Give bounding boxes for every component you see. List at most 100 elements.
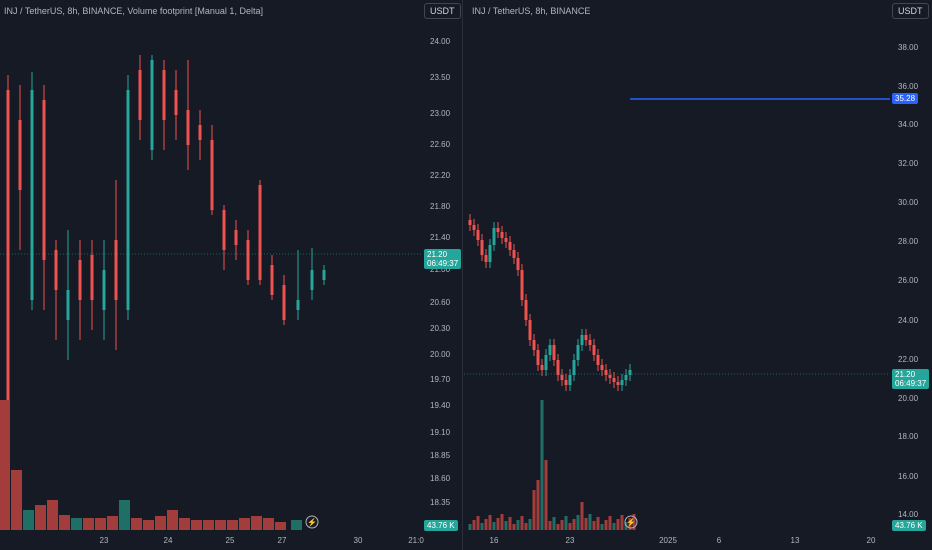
right-volume-bar: [484, 519, 488, 530]
left-price-tick: 24.00: [430, 37, 451, 46]
right-candle-body: [472, 225, 476, 230]
left-candle-body: [6, 90, 10, 420]
left-candle-body: [30, 90, 34, 300]
right-volume-bar: [568, 523, 572, 530]
left-volume-tag: 43.76 K: [424, 520, 458, 531]
left-time-tick: 30: [354, 536, 363, 545]
left-currency-button[interactable]: USDT: [424, 3, 461, 19]
left-price-tick: 21.80: [430, 202, 451, 211]
right-candle-body: [492, 228, 496, 245]
left-candle-body: [186, 110, 190, 145]
right-volume-bar: [600, 524, 604, 530]
left-volume-bar: [0, 400, 10, 530]
left-volume-bar: [215, 520, 226, 530]
right-time-tick: 16: [490, 536, 499, 545]
left-last-price-tag: 21.20 06:49:37: [424, 249, 462, 269]
right-volume-bar: [496, 518, 500, 530]
right-volume-bar: [556, 524, 560, 530]
left-price-tick: 18.85: [430, 451, 451, 460]
right-candle-body: [588, 340, 592, 345]
right-volume-bar: [516, 520, 520, 530]
left-candle-body: [222, 210, 226, 250]
right-candle-body: [580, 335, 584, 345]
right-volume-bar: [596, 517, 600, 530]
right-time-tick: 13: [791, 536, 800, 545]
right-candle-body: [596, 355, 600, 365]
left-volume-bar: [155, 516, 166, 530]
left-candle-body: [90, 255, 94, 300]
left-price-tick: 20.60: [430, 298, 451, 307]
right-volume-bar: [592, 521, 596, 530]
left-chart-legend: INJ / TetherUS, 8h, BINANCE, Volume foot…: [4, 6, 263, 16]
right-candle-body: [624, 375, 628, 380]
right-volume-bar: [504, 521, 508, 530]
right-candle-body: [572, 360, 576, 375]
right-candle-body: [568, 375, 572, 385]
right-volume-bar: [528, 519, 532, 530]
right-candle-body: [512, 250, 516, 258]
right-volume-bar: [632, 514, 636, 530]
left-candle-body: [198, 125, 202, 140]
right-chart-pane[interactable]: 38.00 36.00 34.00 32.00 30.00 28.00 26.00 24.00…: [464, 0, 932, 550]
left-volume-bar: [191, 520, 202, 530]
left-volume-bar: [23, 510, 34, 530]
right-volume-bar: [576, 515, 580, 530]
right-volume-bar: [472, 520, 476, 530]
right-candle-body: [564, 380, 568, 385]
left-volume-bar: [251, 516, 262, 530]
left-price-tick: 22.20: [430, 171, 451, 180]
left-time-tick: 27: [278, 536, 287, 545]
left-volume-bar: [59, 515, 70, 530]
left-price-tick: 21.00: [430, 265, 451, 274]
right-candle-body: [576, 345, 580, 360]
right-volume-bar: [612, 523, 616, 530]
right-volume-bar: [468, 524, 472, 530]
left-candle-body: [174, 90, 178, 115]
right-price-tick: 24.00: [898, 316, 919, 325]
left-candle-body: [258, 185, 262, 280]
right-volume-bar: [480, 523, 484, 530]
right-candle-body: [500, 232, 504, 238]
right-candle-body: [528, 320, 532, 340]
left-candle-body: [296, 300, 300, 310]
right-price-tick: 20.00: [898, 394, 919, 403]
right-volume-bar: [476, 516, 480, 530]
right-candle-body: [548, 345, 552, 355]
right-volume-bar: [564, 516, 568, 530]
left-candle-body: [270, 265, 274, 295]
right-volume-bar: [580, 502, 584, 530]
left-candle-body: [102, 270, 106, 310]
left-volume-bar: [227, 520, 238, 530]
right-volume-bar: [512, 524, 516, 530]
right-volume-bar: [508, 517, 512, 530]
left-volume-bar: [179, 518, 190, 530]
right-volume-bar: [616, 519, 620, 530]
left-chart-canvas[interactable]: 24.00 23.50 23.00 22.60 22.20 21.80 21.40 21.00…: [0, 0, 462, 550]
left-price-tick: 19.40: [430, 401, 451, 410]
left-chart-pane[interactable]: 24.00 23.50 23.00 22.60 22.20 21.80 21.40 21.00…: [0, 0, 463, 550]
right-last-price: 21.20: [895, 370, 916, 379]
right-price-tick: 26.00: [898, 276, 919, 285]
left-volume-bar: [275, 522, 286, 530]
right-volume-bar: [536, 480, 540, 530]
right-candle-body: [616, 382, 620, 385]
left-last-price: 21.20: [427, 250, 448, 259]
right-lightning-icon: [624, 515, 638, 529]
left-countdown: 06:49:37: [427, 259, 459, 268]
right-candle-body: [536, 350, 540, 365]
left-volume-bar: [167, 510, 178, 530]
right-currency-button[interactable]: USDT: [892, 3, 929, 19]
right-chart-canvas[interactable]: 38.00 36.00 34.00 32.00 30.00 28.00 26.00 24.00…: [464, 0, 932, 550]
left-volume-bar: [35, 505, 46, 530]
left-candle-body: [310, 270, 314, 290]
left-volume-bar: [71, 518, 82, 530]
left-price-tick: 23.50: [430, 73, 451, 82]
right-volume-tag: 43.76 K: [892, 520, 926, 531]
right-countdown: 06:49:37: [895, 379, 927, 388]
right-price-tick: 36.00: [898, 82, 919, 91]
left-price-tick: 18.60: [430, 474, 451, 483]
right-candle-body: [608, 375, 612, 378]
right-lightning-glyph: ⚡: [626, 517, 636, 527]
right-volume-bar: [620, 515, 624, 530]
left-volume-bar: [239, 518, 250, 530]
